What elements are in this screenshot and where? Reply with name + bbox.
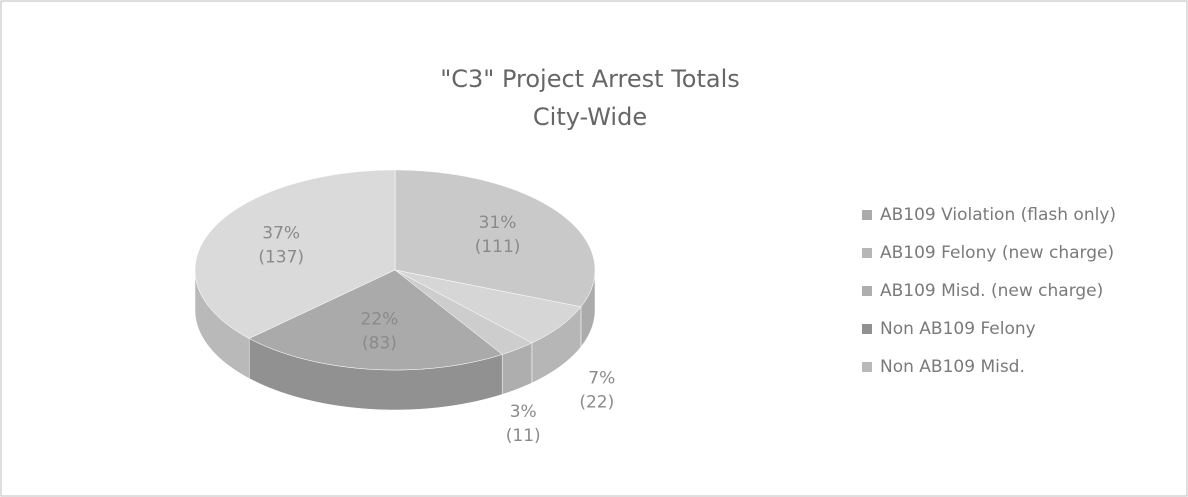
- pie-slice: [194, 169, 396, 339]
- legend-label: AB109 Misd. (new charge): [880, 281, 1103, 301]
- legend-label: AB109 Violation (flash only): [880, 205, 1116, 225]
- legend-label: Non AB109 Misd.: [880, 357, 1025, 377]
- data-label: 31%: [479, 213, 517, 233]
- pie-slice: [394, 169, 596, 308]
- legend-swatch: [862, 286, 872, 296]
- data-label: (111): [475, 237, 521, 257]
- data-label: (11): [506, 426, 541, 446]
- legend-swatch: [862, 248, 872, 258]
- pie-slice: [394, 269, 533, 355]
- data-label: 37%: [262, 223, 300, 243]
- legend-label: AB109 Felony (new charge): [880, 243, 1114, 263]
- data-label: (83): [362, 334, 397, 354]
- legend-label: Non AB109 Felony: [880, 319, 1036, 339]
- pie-slice: [394, 269, 582, 344]
- data-label: 3%: [510, 402, 537, 422]
- chart-title: "C3" Project Arrest Totals: [440, 65, 740, 93]
- data-label: (22): [579, 392, 614, 412]
- data-label: 7%: [588, 368, 615, 388]
- chart-subtitle: City-Wide: [533, 103, 647, 131]
- data-label: (137): [258, 247, 304, 267]
- data-label: 22%: [361, 310, 399, 330]
- legend-swatch: [862, 362, 872, 372]
- legend-swatch: [862, 210, 872, 220]
- pie-slice: [248, 269, 503, 371]
- legend-swatch: [862, 324, 872, 334]
